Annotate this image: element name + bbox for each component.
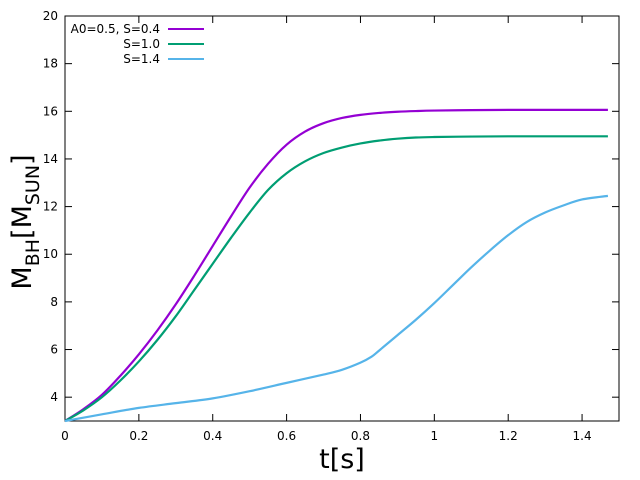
legend-label-1: A0=0.5, S=0.4 [71, 22, 160, 36]
y-tick-label: 18 [43, 57, 58, 71]
y-tick-label: 4 [50, 390, 58, 404]
series-line-3 [64, 194, 609, 423]
y-tick-label: 8 [50, 295, 58, 309]
x-axis-title: t[s] [319, 444, 365, 475]
x-tick-label: 0.6 [277, 429, 296, 443]
series-line-2 [64, 135, 608, 422]
y-tick-label: 16 [43, 104, 58, 118]
series-line-1 [64, 108, 608, 422]
y-axis-title: MBH[MSUN] [7, 154, 44, 289]
legend: A0=0.5, S=0.4 S=1.0 S=1.4 [71, 22, 204, 66]
x-tick-label: 1.4 [573, 429, 592, 443]
x-tick-label: 1.2 [499, 429, 518, 443]
x-tick-label: 0.8 [351, 429, 370, 443]
legend-label-3: S=1.4 [123, 52, 160, 66]
x-tick-label: 1 [431, 429, 439, 443]
y-tick-label: 6 [50, 343, 58, 357]
series-group [64, 108, 609, 423]
x-tick-label: 0 [61, 429, 69, 443]
y-tick-label: 12 [43, 200, 58, 214]
x-tick-label: 0.4 [203, 429, 222, 443]
legend-label-2: S=1.0 [123, 37, 160, 51]
plot-frame [64, 15, 620, 422]
y-tick-label: 10 [43, 247, 58, 261]
x-tick-label: 0.2 [129, 429, 148, 443]
y-tick-label: 20 [43, 9, 58, 23]
axis-ticks: 0 0.2 0.4 0.6 0.8 1 1.2 1.4 4 6 8 10 12 14 16 18 20 [43, 9, 619, 443]
y-tick-label: 14 [43, 152, 58, 166]
